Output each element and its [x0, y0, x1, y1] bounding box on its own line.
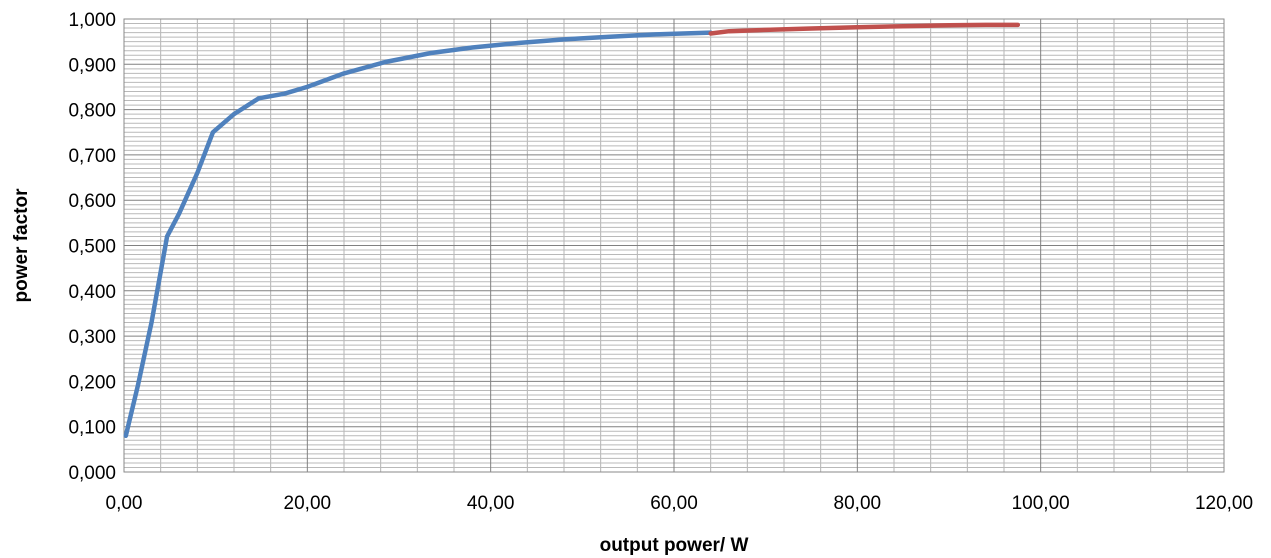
x-tick-label: 20,00 — [284, 493, 332, 514]
y-tick-label: 0,600 — [68, 191, 116, 212]
y-tick-label: 0,200 — [68, 372, 116, 393]
x-axis-label: output power/ W — [600, 535, 749, 556]
x-tick-label: 120,00 — [1195, 493, 1253, 514]
plot-area-frame — [123, 18, 1225, 473]
y-tick-label: 0,800 — [68, 101, 116, 122]
x-tick-label: 40,00 — [467, 493, 515, 514]
series-line-2 — [708, 22, 1021, 36]
y-tick-label: 0,000 — [68, 463, 116, 484]
y-tick-label: 0,500 — [68, 237, 116, 258]
major-gridlines — [124, 19, 1224, 472]
x-tick-label: 60,00 — [650, 493, 698, 514]
series-layer — [123, 22, 1021, 439]
y-tick-label: 0,900 — [68, 55, 116, 76]
x-tick-label: 0,00 — [106, 493, 143, 514]
y-tick-label: 0,300 — [68, 327, 116, 348]
x-tick-label: 80,00 — [834, 493, 882, 514]
y-axis-label: power factor — [11, 188, 32, 303]
x-tick-label: 100,00 — [1012, 493, 1070, 514]
y-axis-tick-labels: 0,000 0,100 0,200 0,300 0,400 0,500 0,600 0,700… — [68, 10, 116, 484]
y-tick-label: 1,000 — [68, 10, 116, 31]
y-tick-label: 0,400 — [68, 282, 116, 303]
x-axis-tick-labels: 0,00 20,00 40,00 60,00 80,00 100,00 120,00 — [106, 493, 1254, 514]
series-line-1 — [123, 30, 713, 439]
y-tick-label: 0,700 — [68, 146, 116, 167]
y-tick-label: 0,100 — [68, 418, 116, 439]
